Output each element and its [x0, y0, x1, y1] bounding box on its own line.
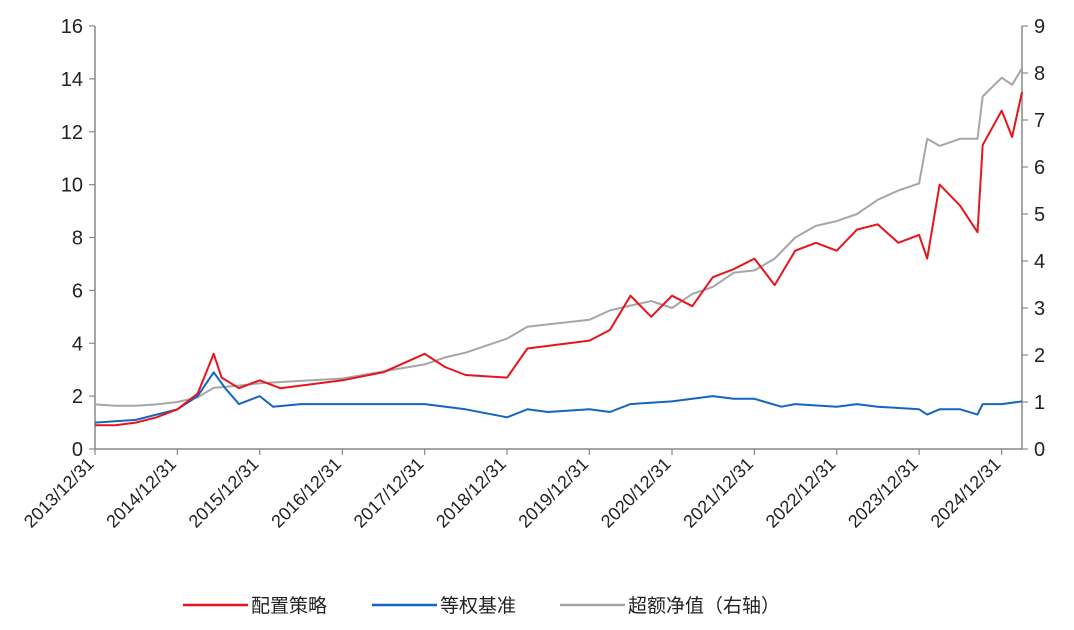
- legend-label-equal-weight-benchmark: 等权基准: [440, 595, 516, 617]
- allocation-strategy-line: [95, 91, 1023, 427]
- right-y-ticks: 0 1 2 3 4 5 6 7 8 9: [1022, 16, 1045, 461]
- x-tick-label: 2024/12/31: [927, 454, 1005, 532]
- x-tick-label: 2018/12/31: [432, 454, 510, 532]
- right-y-tick-label: 8: [1034, 63, 1045, 85]
- series-lines: [94, 67, 1023, 427]
- left-y-tick-label: 8: [72, 228, 83, 250]
- right-y-tick-label: 5: [1034, 204, 1045, 226]
- x-tick-label: 2015/12/31: [185, 454, 263, 532]
- legend-item-excess-nav: 超额净值（右轴）: [560, 595, 780, 617]
- x-tick-label: 2013/12/31: [20, 454, 98, 532]
- left-y-tick-label: 12: [61, 122, 83, 144]
- x-tick-label: 2017/12/31: [350, 454, 428, 532]
- right-y-tick-label: 2: [1034, 345, 1045, 367]
- left-y-tick-label: 10: [61, 175, 83, 197]
- x-tick-label: 2019/12/31: [514, 454, 592, 532]
- x-tick-label: 2016/12/31: [267, 454, 345, 532]
- left-y-ticks: 0 2 4 6 8 10 12 14 16: [61, 16, 95, 461]
- x-tick-label: 2014/12/31: [102, 454, 180, 532]
- right-y-tick-label: 1: [1034, 392, 1045, 414]
- legend-item-allocation-strategy: 配置策略: [183, 595, 327, 617]
- legend: 配置策略 等权基准 超额净值（右轴）: [183, 595, 780, 617]
- right-y-tick-label: 4: [1034, 251, 1045, 273]
- left-y-tick-label: 0: [72, 439, 83, 461]
- x-tick-label: 2021/12/31: [679, 454, 757, 532]
- left-y-tick-label: 2: [72, 386, 83, 408]
- left-y-tick-label: 4: [72, 333, 83, 355]
- legend-label-excess-nav: 超额净值（右轴）: [628, 595, 780, 617]
- right-y-tick-label: 6: [1034, 157, 1045, 179]
- x-axis-ticks: 2013/12/31 2014/12/31 2015/12/31 2016/12/31…: [20, 449, 1005, 532]
- x-tick-label: 2023/12/31: [844, 454, 922, 532]
- right-y-tick-label: 3: [1034, 298, 1045, 320]
- legend-item-equal-weight-benchmark: 等权基准: [372, 595, 516, 617]
- left-y-tick-label: 14: [61, 69, 83, 91]
- left-y-tick-label: 6: [72, 280, 83, 302]
- equal-weight-benchmark-line: [94, 371, 1023, 424]
- excess-nav-line: [94, 67, 1023, 407]
- right-y-tick-label: 0: [1034, 439, 1045, 461]
- left-y-tick-label: 16: [61, 16, 83, 38]
- right-y-tick-label: 9: [1034, 16, 1045, 38]
- legend-label-allocation-strategy: 配置策略: [251, 595, 327, 617]
- right-y-tick-label: 7: [1034, 110, 1045, 132]
- x-tick-label: 2022/12/31: [762, 454, 840, 532]
- x-tick-label: 2020/12/31: [597, 454, 675, 532]
